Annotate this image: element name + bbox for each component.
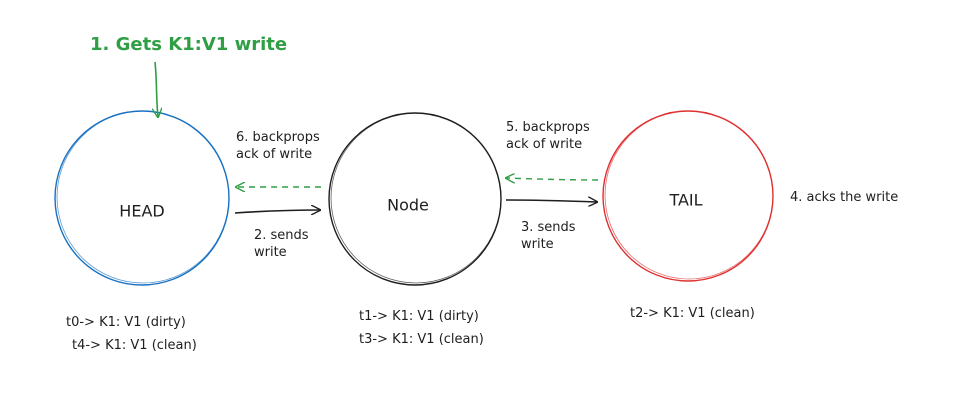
node-state-t3: t3-> K1: V1 (clean): [359, 332, 484, 347]
step-4-annotation: 4. acks the write: [790, 190, 899, 205]
step-6-annotation-line2: ack of write: [236, 147, 313, 162]
middle-node-circle: [328, 112, 502, 286]
step-2-annotation-line1: 2. sends: [254, 228, 309, 243]
step-3-annotation-line2: write: [521, 237, 554, 252]
incoming-write-arrow: [155, 61, 158, 117]
head-node-circle: [54, 110, 230, 286]
head-state-t0: t0-> K1: V1 (dirty): [66, 315, 186, 330]
tail-label: TAIL: [669, 190, 703, 210]
tail-node-circle: [602, 110, 774, 282]
node-state-t1: t1-> K1: V1 (dirty): [359, 309, 479, 324]
head-to-node-arrow: [234, 210, 320, 213]
step-3-annotation-line1: 3. sends: [521, 220, 576, 235]
tail-to-node-ack-arrow: [506, 178, 599, 180]
tail-state-t2: t2-> K1: V1 (clean): [630, 306, 755, 321]
step-5-annotation-line1: 5. backprops: [506, 120, 590, 135]
head-state-t4: t4-> K1: V1 (clean): [72, 338, 197, 353]
node-to-tail-arrow: [505, 200, 597, 202]
step-6-annotation-line1: 6. backprops: [236, 130, 320, 145]
step-1-annotation: 1. Gets K1:V1 write: [90, 34, 288, 55]
head-label: HEAD: [119, 201, 165, 221]
step-2-annotation-line2: write: [254, 245, 287, 260]
node-label: Node: [387, 195, 429, 215]
step-5-annotation-line2: ack of write: [506, 137, 583, 152]
